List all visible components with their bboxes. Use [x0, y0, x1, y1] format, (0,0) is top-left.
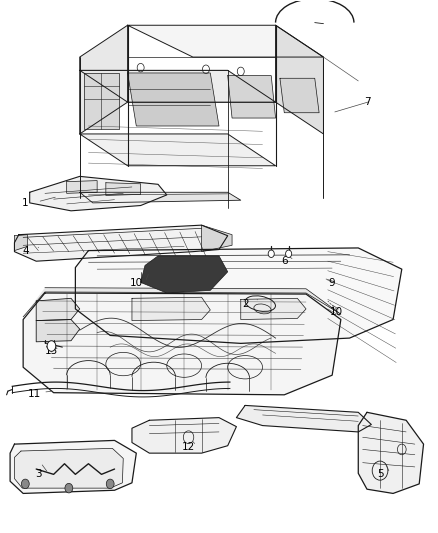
Text: 11: 11 [28, 389, 41, 399]
Polygon shape [36, 298, 80, 320]
Polygon shape [132, 418, 237, 453]
Polygon shape [67, 181, 97, 193]
Text: 13: 13 [45, 346, 58, 357]
Text: 10: 10 [330, 306, 343, 317]
Polygon shape [241, 298, 306, 319]
Polygon shape [80, 134, 276, 166]
Polygon shape [358, 413, 424, 494]
Circle shape [237, 67, 244, 76]
Polygon shape [23, 288, 341, 317]
Polygon shape [228, 76, 276, 118]
Polygon shape [141, 256, 228, 293]
Text: 2: 2 [242, 298, 248, 309]
Polygon shape [80, 70, 276, 102]
Text: 10: 10 [130, 278, 143, 288]
Text: 5: 5 [377, 470, 383, 479]
Polygon shape [106, 183, 141, 196]
Polygon shape [84, 73, 119, 128]
Text: 1: 1 [22, 198, 28, 208]
Polygon shape [237, 406, 371, 432]
Circle shape [106, 479, 114, 489]
Polygon shape [80, 192, 241, 203]
Polygon shape [80, 25, 127, 134]
Polygon shape [10, 440, 136, 494]
Polygon shape [14, 448, 123, 488]
Circle shape [202, 65, 209, 74]
Circle shape [65, 483, 73, 493]
Polygon shape [201, 225, 232, 252]
Polygon shape [127, 73, 219, 126]
Polygon shape [280, 78, 319, 113]
Polygon shape [36, 319, 80, 342]
Text: 7: 7 [364, 97, 370, 107]
Polygon shape [276, 25, 323, 134]
Polygon shape [23, 293, 341, 395]
Circle shape [268, 250, 274, 257]
Circle shape [286, 250, 292, 257]
Polygon shape [75, 248, 402, 343]
Text: 6: 6 [281, 256, 288, 266]
Circle shape [137, 63, 144, 72]
Polygon shape [14, 235, 28, 251]
Text: 4: 4 [22, 246, 28, 256]
Polygon shape [127, 25, 323, 57]
Circle shape [21, 479, 29, 489]
Text: 3: 3 [35, 470, 42, 479]
Polygon shape [14, 225, 228, 261]
Text: 9: 9 [329, 278, 336, 288]
Text: 12: 12 [182, 442, 195, 452]
Circle shape [47, 341, 56, 351]
Polygon shape [30, 176, 167, 211]
Polygon shape [132, 297, 210, 320]
